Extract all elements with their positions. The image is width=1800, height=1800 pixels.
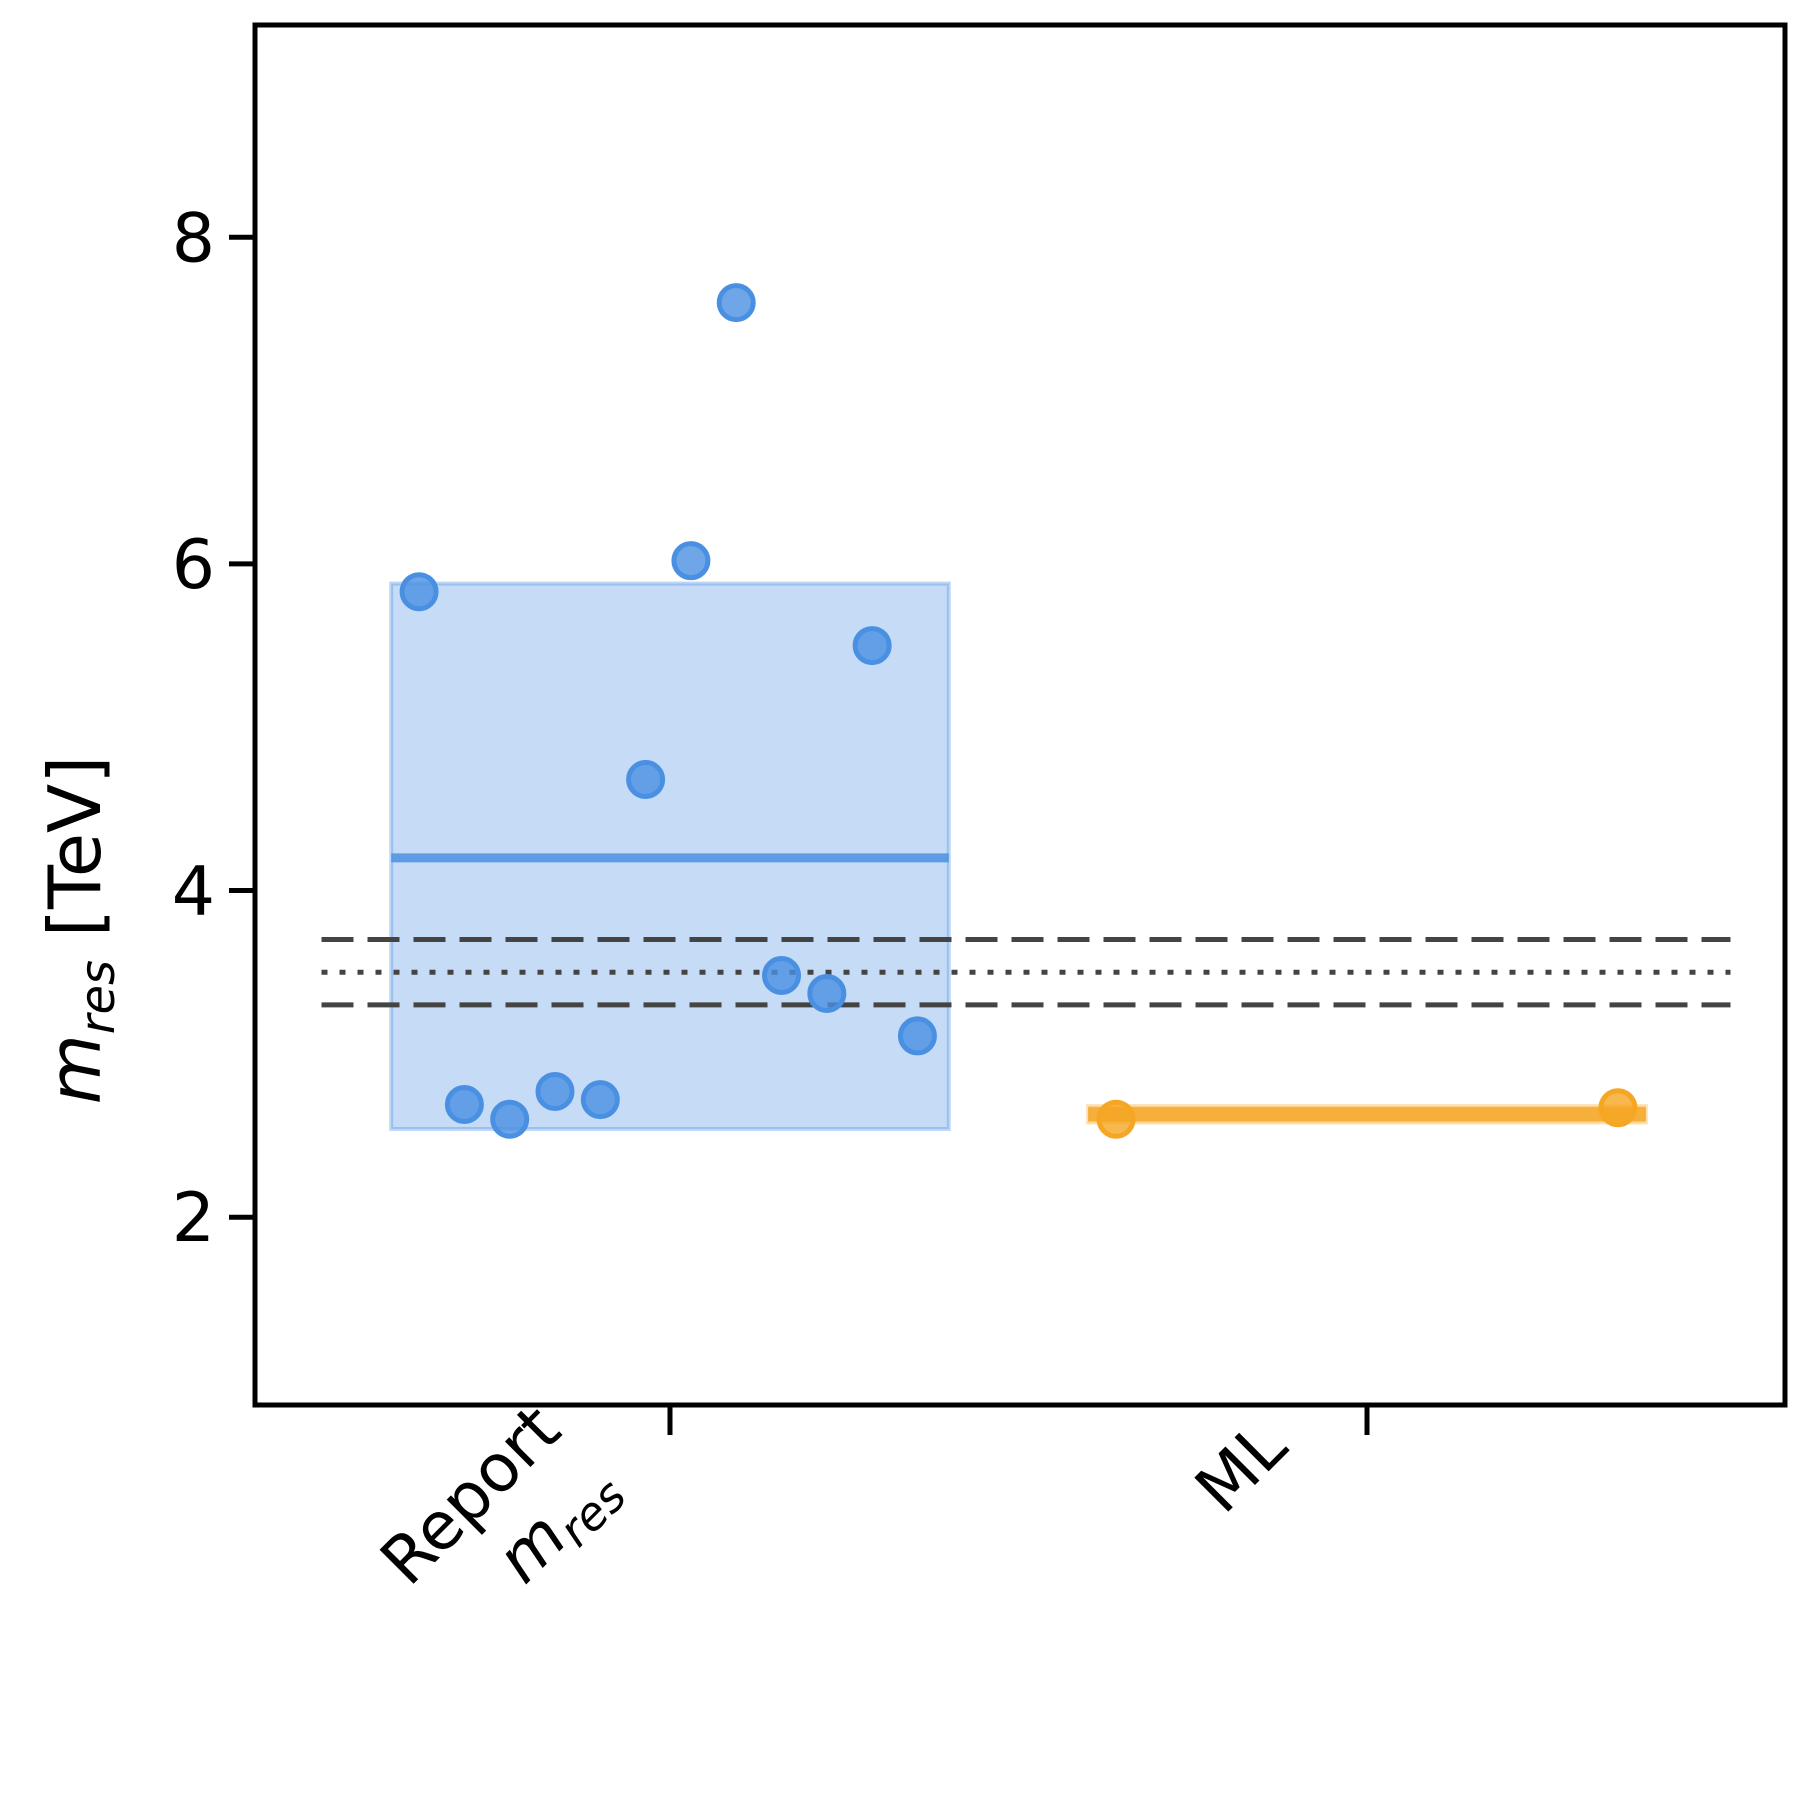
series-0-point-10 xyxy=(852,626,892,666)
series-0-point-6 xyxy=(671,541,711,581)
series-0-point-8 xyxy=(762,955,802,995)
series-0-point-0 xyxy=(399,572,439,612)
y-tick-label-3: 8 xyxy=(172,199,215,278)
y-axis-title-main: m xyxy=(33,1034,117,1104)
series-1-point-1 xyxy=(1598,1088,1638,1128)
series-0-point-7 xyxy=(716,283,756,323)
x-category-label-report: Report mres xyxy=(366,1391,637,1600)
series-1-point-0 xyxy=(1096,1099,1136,1139)
series-0-point-5 xyxy=(626,760,666,800)
y-tick-label-1: 4 xyxy=(172,853,215,932)
x-category-label-ml: ML xyxy=(1181,1407,1302,1528)
y-axis-title: mres [TeV] xyxy=(33,756,126,1105)
series-0-point-4 xyxy=(580,1080,620,1120)
y-axis-title-unit: [TeV] xyxy=(33,756,117,937)
series-0-point-1 xyxy=(444,1085,484,1125)
series-0-point-3 xyxy=(535,1071,575,1111)
plot-area xyxy=(321,283,1731,1139)
plot-frame xyxy=(252,22,1788,1408)
svg-text:mres [TeV]: mres [TeV] xyxy=(33,756,126,1105)
axes: 2 4 6 8 xyxy=(172,199,1370,1435)
x-category-label-ml-line1: ML xyxy=(1181,1407,1302,1528)
series-0-point-11 xyxy=(897,1016,937,1056)
y-tick-label-0: 2 xyxy=(172,1179,215,1258)
series-0-point-9 xyxy=(807,973,847,1013)
y-axis-title-sub: res xyxy=(70,960,126,1034)
y-tick-label-2: 6 xyxy=(172,526,215,605)
series-0-point-2 xyxy=(490,1099,530,1139)
